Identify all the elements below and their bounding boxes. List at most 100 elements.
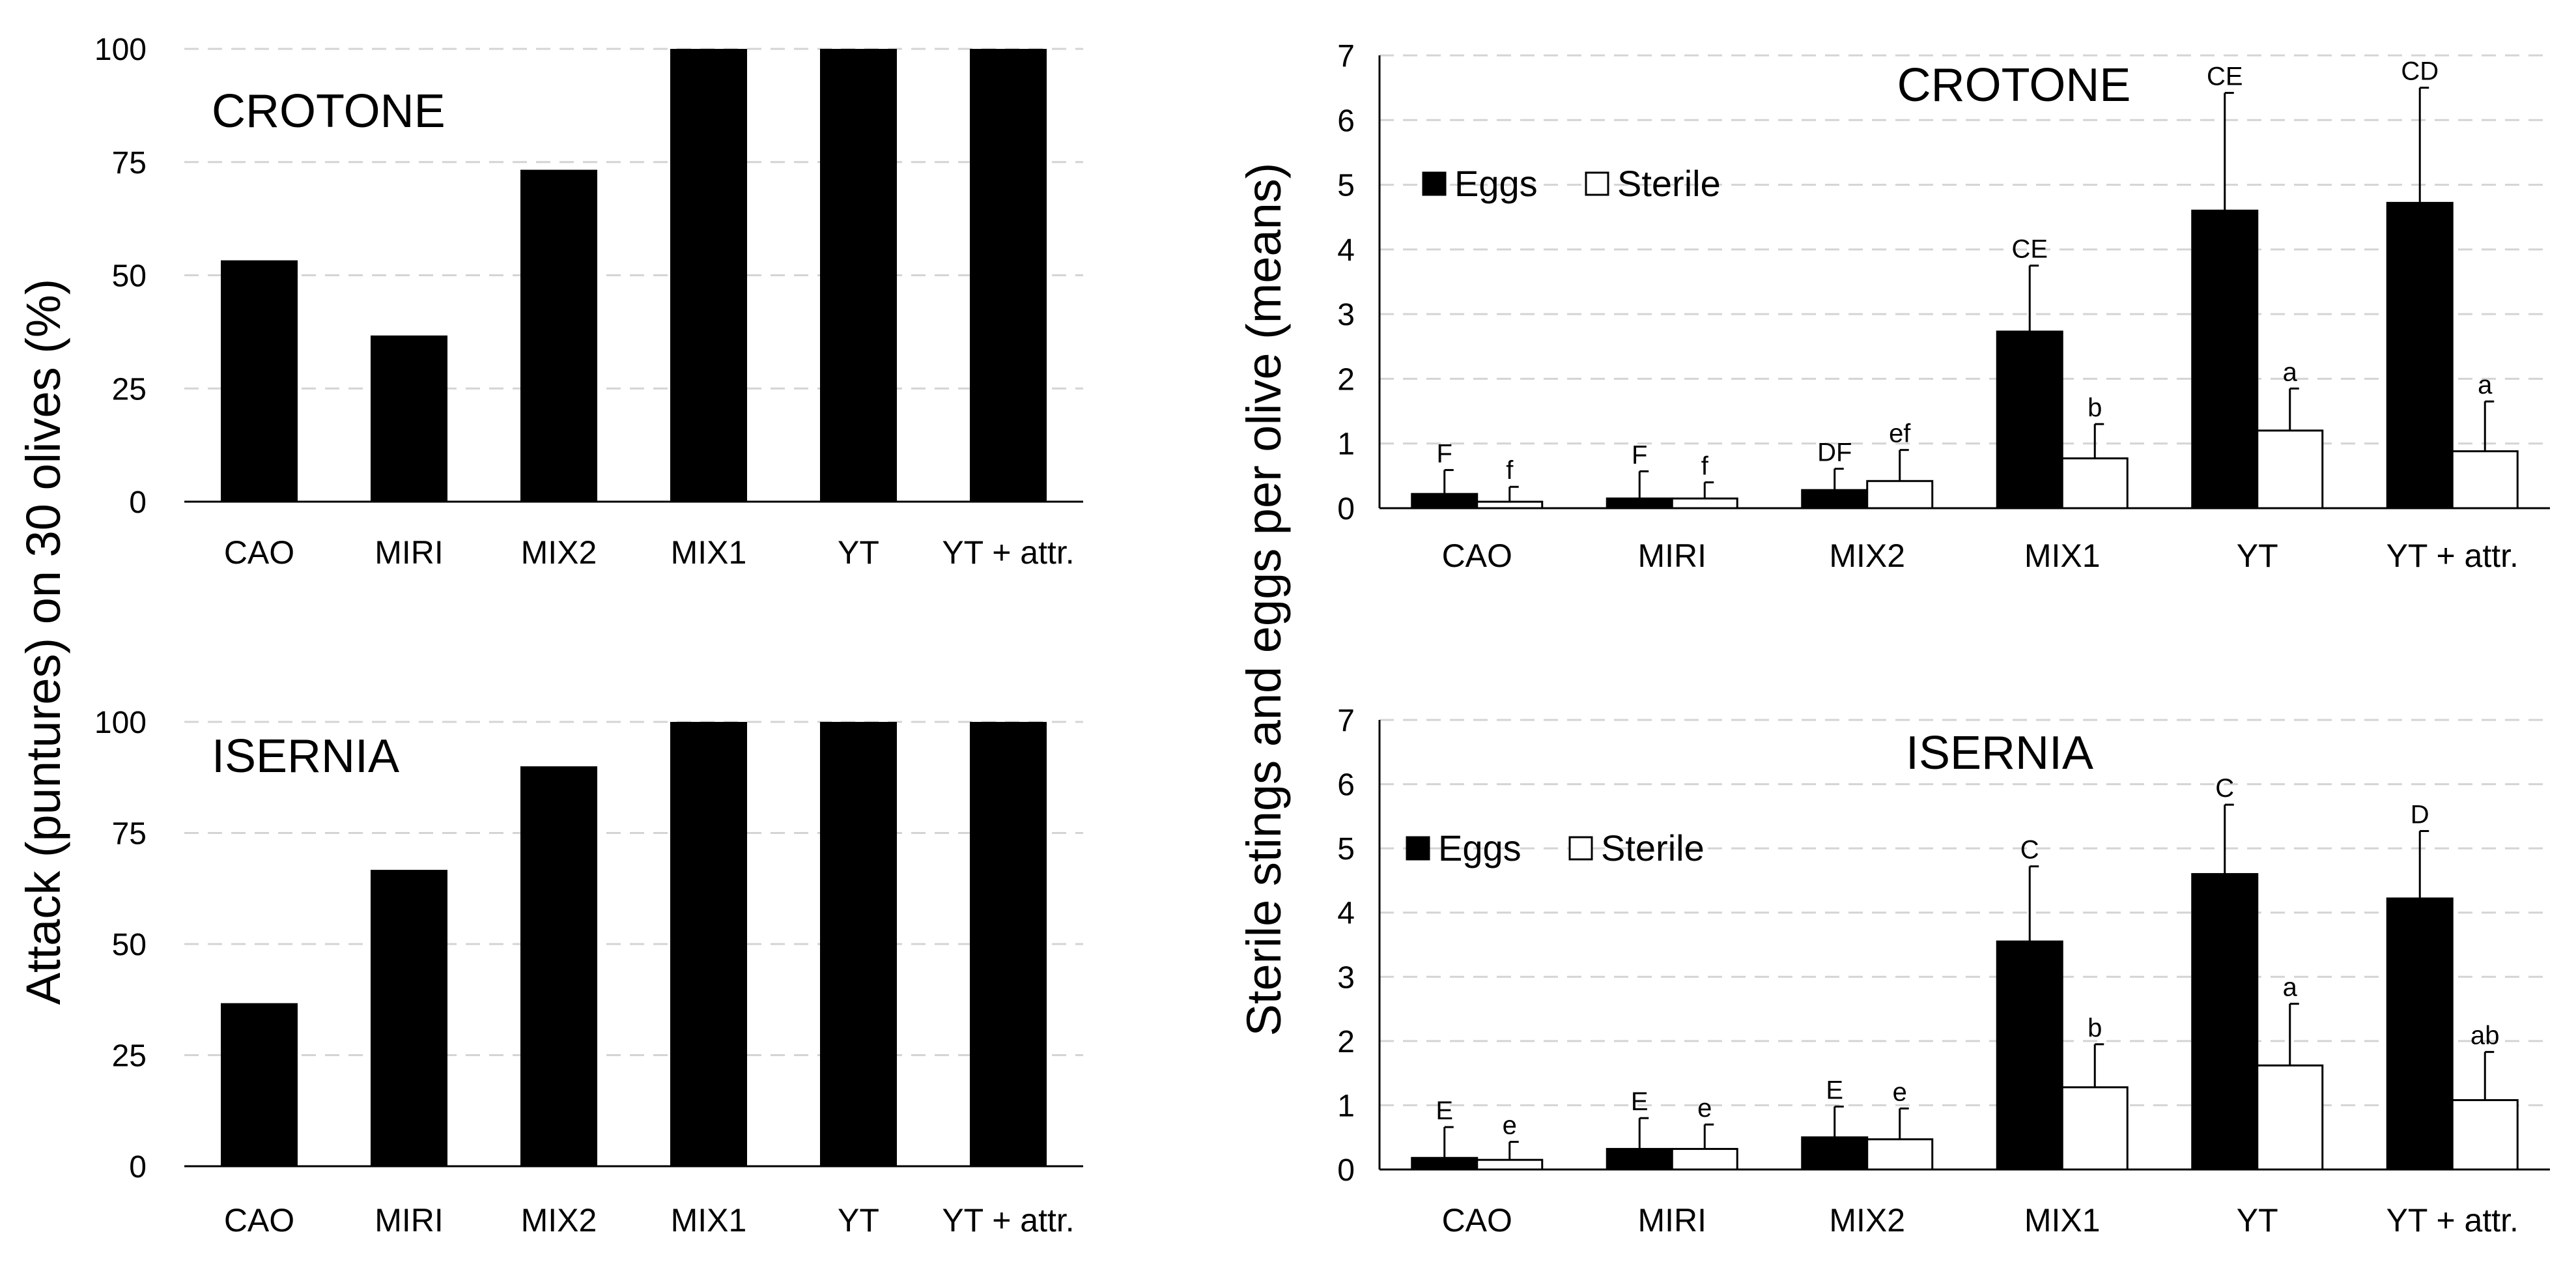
x-tick-label: YT <box>2237 538 2278 574</box>
bar-eggs-yt-attr <box>2386 201 2454 509</box>
x-tick-label: CAO <box>1442 1202 1512 1239</box>
x-tick-label: MIRI <box>1637 1202 1706 1239</box>
chart-title: ISERNIA <box>212 730 399 782</box>
chart-isernia-attack: 0 25 50 75 100 CAO MIRI MIX2 MIX1 YT YT + attr. ISE… <box>94 706 1083 1239</box>
x-tick-label: MIRI <box>1637 538 1706 574</box>
significance-letter: a <box>2283 973 2298 1002</box>
y-tick-label: 25 <box>112 1039 147 1074</box>
y-tick-label: 50 <box>112 928 147 962</box>
y-tick-label: 25 <box>112 372 147 407</box>
right-y-axis-label: Sterile stings and eggs per olive (means… <box>1237 163 1291 1037</box>
y-tick-label: 0 <box>129 485 147 520</box>
bar-sterile-miri <box>1671 497 1738 509</box>
significance-letter: a <box>2478 371 2493 399</box>
bar-eggs-yt <box>2191 873 2259 1171</box>
y-tick-label: 6 <box>1337 104 1355 138</box>
significance-letter: C <box>2215 774 2234 803</box>
significance-letter: E <box>1631 1087 1649 1116</box>
legend-swatch-eggs <box>1422 171 1447 196</box>
x-tick-label: MIX2 <box>1829 1202 1905 1239</box>
bar-eggs-miri <box>1606 1147 1673 1171</box>
x-tick-label: CAO <box>224 534 294 571</box>
x-tick-label: MIX1 <box>671 1202 747 1239</box>
bar-eggs-cao <box>1411 493 1479 509</box>
bar-eggs-mix2 <box>1801 489 1869 509</box>
x-tick-label: YT + attr. <box>942 1202 1074 1239</box>
y-tick-label: 1 <box>1337 1089 1355 1123</box>
bar-eggs-mix1 <box>1996 330 2063 509</box>
significance-letter: ab <box>2470 1022 2500 1050</box>
bar-eggs-yt <box>2191 209 2259 509</box>
y-tick-label: 0 <box>1337 492 1355 526</box>
significance-letter: b <box>2088 1014 2102 1042</box>
bar-miri <box>371 870 447 1166</box>
significance-letter: e <box>1503 1111 1517 1140</box>
bar-yt-attr <box>970 49 1047 502</box>
bar-sterile-miri <box>1671 1147 1738 1171</box>
significance-letter: e <box>1697 1094 1712 1123</box>
bar-yt <box>820 722 897 1166</box>
y-tick-label: 5 <box>1337 169 1355 203</box>
bar-sterile-yt <box>2256 1064 2324 1171</box>
x-tick-label: YT <box>838 534 879 571</box>
x-tick-label: YT + attr. <box>942 534 1074 571</box>
chart-crotone-eggs-sterile: 0 1 2 3 4 5 6 7 F F DF CE CE CD f f ef b a a Eggs Sterile CAO M… <box>1337 39 2550 574</box>
bar-sterile-mix2 <box>1866 480 1934 509</box>
y-tick-label: 2 <box>1337 362 1355 397</box>
bar-mix1 <box>670 722 747 1166</box>
significance-letter: F <box>1632 440 1647 469</box>
bar-sterile-mix2 <box>1866 1138 1934 1171</box>
bar-eggs-miri <box>1606 497 1673 509</box>
chart-crotone-attack: 0 25 50 75 100 CAO MIRI MIX2 MIX1 YT YT + attr. CRO… <box>94 33 1083 571</box>
x-tick-label: MIX2 <box>521 534 597 571</box>
significance-letter: E <box>1436 1097 1453 1125</box>
significance-letter: CE <box>2011 235 2048 264</box>
bar-eggs-yt-attr <box>2386 897 2454 1171</box>
y-tick-label: 4 <box>1337 896 1355 931</box>
bar-eggs-cao <box>1411 1156 1479 1171</box>
y-tick-label: 6 <box>1337 768 1355 803</box>
y-tick-label: 100 <box>94 706 147 740</box>
bar-sterile-cao <box>1476 1158 1544 1171</box>
y-tick-label: 100 <box>94 33 147 67</box>
bar-yt-attr <box>970 722 1047 1166</box>
x-tick-label: MIX2 <box>1829 538 1905 574</box>
legend-swatch-sterile <box>1585 171 1609 196</box>
bar-sterile-mix1 <box>2061 457 2129 509</box>
bar-mix1 <box>670 49 747 502</box>
significance-letter: ef <box>1889 420 1911 448</box>
bar-yt <box>820 49 897 502</box>
bar-eggs-mix1 <box>1996 940 2063 1171</box>
bar-miri <box>371 335 447 502</box>
significance-letter: CE <box>2207 63 2243 91</box>
legend-label-eggs: Eggs <box>1454 163 1538 204</box>
bar-cao <box>221 260 298 502</box>
y-tick-label: 2 <box>1337 1025 1355 1059</box>
x-tick-label: MIRI <box>375 1202 444 1239</box>
y-tick-label: 50 <box>112 259 147 294</box>
bar-sterile-yt <box>2256 429 2324 509</box>
significance-letter: f <box>1701 452 1709 480</box>
significance-letter: CD <box>2401 57 2439 86</box>
significance-letter: F <box>1437 439 1452 468</box>
x-tick-label: CAO <box>224 1202 294 1239</box>
x-tick-label: YT <box>2237 1202 2278 1239</box>
significance-letter: b <box>2088 394 2102 422</box>
significance-letter: f <box>1506 456 1514 485</box>
y-tick-label: 3 <box>1337 298 1355 332</box>
significance-letter: DF <box>1817 438 1852 466</box>
y-tick-label: 7 <box>1337 704 1355 738</box>
y-tick-label: 0 <box>129 1150 147 1184</box>
bar-mix2 <box>520 766 597 1166</box>
bar-cao <box>221 1003 298 1166</box>
x-tick-label: MIRI <box>375 534 444 571</box>
x-tick-label: YT + attr. <box>2386 538 2519 574</box>
left-y-axis-label: Attack (puntures) on 30 olives (%) <box>16 279 70 1005</box>
x-tick-label: MIX1 <box>2024 538 2101 574</box>
legend-label-eggs: Eggs <box>1438 827 1522 868</box>
legend-swatch-eggs <box>1406 836 1430 861</box>
x-tick-label: MIX1 <box>671 534 747 571</box>
significance-letter: a <box>2283 358 2298 386</box>
y-tick-label: 1 <box>1337 427 1355 462</box>
y-tick-label: 3 <box>1337 960 1355 995</box>
